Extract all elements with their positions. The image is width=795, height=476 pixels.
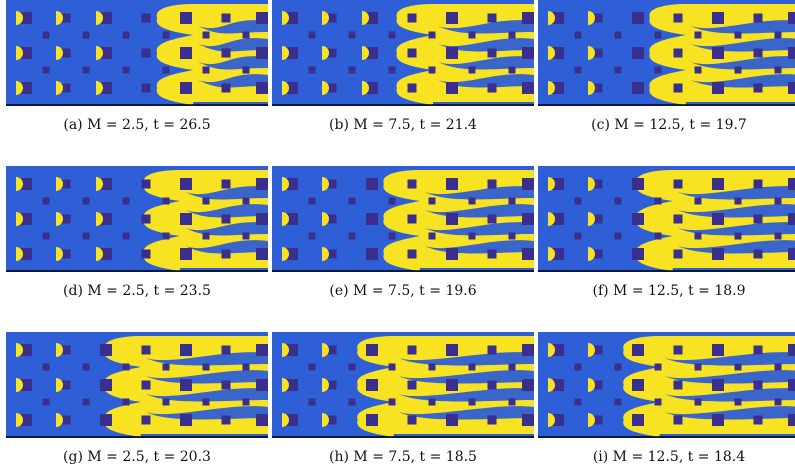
simulation-image-c [538,0,795,106]
panel-e: (e) M = 7.5, t = 19.6 [272,166,534,299]
panel-i: (i) M = 12.5, t = 18.4 [538,332,795,465]
simulation-image-e [272,166,534,272]
simulation-image-d [6,166,268,272]
simulation-image-b [272,0,534,106]
caption-g: (g) M = 2.5, t = 20.3 [63,449,211,465]
panel-c: (c) M = 12.5, t = 19.7 [538,0,795,133]
panel-f: (f) M = 12.5, t = 18.9 [538,166,795,299]
panel-h: (h) M = 7.5, t = 18.5 [272,332,534,465]
caption-e: (e) M = 7.5, t = 19.6 [329,283,477,299]
simulation-image-h [272,332,534,438]
caption-i: (i) M = 12.5, t = 18.4 [592,449,746,465]
caption-d: (d) M = 2.5, t = 23.5 [63,283,211,299]
simulation-image-g [6,332,268,438]
simulation-image-i [538,332,795,438]
simulation-image-a [6,0,268,106]
panel-b: (b) M = 7.5, t = 21.4 [272,0,534,133]
simulation-image-f [538,166,795,272]
caption-a: (a) M = 2.5, t = 26.5 [63,117,211,133]
caption-f: (f) M = 12.5, t = 18.9 [592,283,746,299]
caption-h: (h) M = 7.5, t = 18.5 [329,449,477,465]
caption-c: (c) M = 12.5, t = 19.7 [591,117,747,133]
panel-a: (a) M = 2.5, t = 26.5 [6,0,268,133]
panel-d: (d) M = 2.5, t = 23.5 [6,166,268,299]
caption-b: (b) M = 7.5, t = 21.4 [329,117,477,133]
panel-g: (g) M = 2.5, t = 20.3 [6,332,268,465]
